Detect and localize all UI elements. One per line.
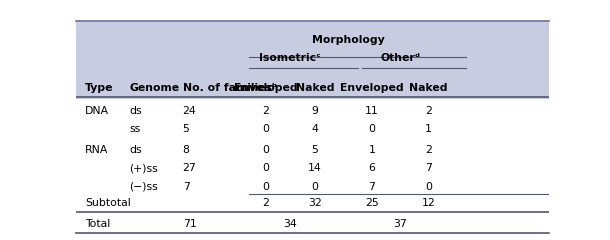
Text: 6: 6 <box>368 163 375 173</box>
Text: RNA: RNA <box>85 145 108 155</box>
Text: 2: 2 <box>262 106 269 116</box>
Text: 0: 0 <box>262 145 269 155</box>
Text: Isometricᶜ: Isometricᶜ <box>259 53 321 63</box>
Text: 32: 32 <box>308 198 322 208</box>
Text: 0: 0 <box>425 182 432 192</box>
Text: 2: 2 <box>425 106 432 116</box>
Text: No. of familiesᵇ: No. of familiesᵇ <box>182 83 277 93</box>
Text: 7: 7 <box>425 163 432 173</box>
Text: Total: Total <box>85 219 110 229</box>
Text: 12: 12 <box>422 198 436 208</box>
Text: 8: 8 <box>182 145 190 155</box>
Text: (+)ss: (+)ss <box>129 163 158 173</box>
Text: 0: 0 <box>312 182 318 192</box>
Text: 5: 5 <box>182 124 190 134</box>
Bar <box>76 21 549 99</box>
Text: 27: 27 <box>182 163 196 173</box>
Text: 25: 25 <box>365 198 379 208</box>
Text: Otherᵈ: Otherᵈ <box>380 53 420 63</box>
Text: ss: ss <box>129 124 140 134</box>
Text: 0: 0 <box>368 124 375 134</box>
Text: 0: 0 <box>262 163 269 173</box>
Text: Naked: Naked <box>296 83 334 93</box>
Text: 1: 1 <box>368 145 375 155</box>
Text: 0: 0 <box>262 182 269 192</box>
Text: (−)ss: (−)ss <box>129 182 158 192</box>
Text: 7: 7 <box>182 182 190 192</box>
Text: Genome: Genome <box>129 83 179 93</box>
Text: 1: 1 <box>425 124 432 134</box>
Text: 0: 0 <box>262 124 269 134</box>
Text: Enveloped: Enveloped <box>340 83 404 93</box>
Text: 2: 2 <box>262 198 269 208</box>
Text: 2: 2 <box>425 145 432 155</box>
Text: 9: 9 <box>312 106 318 116</box>
Text: 14: 14 <box>308 163 322 173</box>
Text: 7: 7 <box>368 182 375 192</box>
Text: Naked: Naked <box>409 83 448 93</box>
Text: 5: 5 <box>312 145 318 155</box>
Text: 71: 71 <box>182 219 196 229</box>
Text: Enveloped: Enveloped <box>234 83 297 93</box>
Text: 11: 11 <box>365 106 379 116</box>
Text: Subtotal: Subtotal <box>85 198 131 208</box>
Text: DNA: DNA <box>85 106 109 116</box>
Text: Type: Type <box>85 83 113 93</box>
Text: Morphology: Morphology <box>312 35 384 45</box>
Text: 34: 34 <box>283 219 297 229</box>
Text: ds: ds <box>129 145 142 155</box>
Text: ds: ds <box>129 106 142 116</box>
Text: 24: 24 <box>182 106 196 116</box>
Text: 37: 37 <box>393 219 407 229</box>
Text: 4: 4 <box>312 124 318 134</box>
